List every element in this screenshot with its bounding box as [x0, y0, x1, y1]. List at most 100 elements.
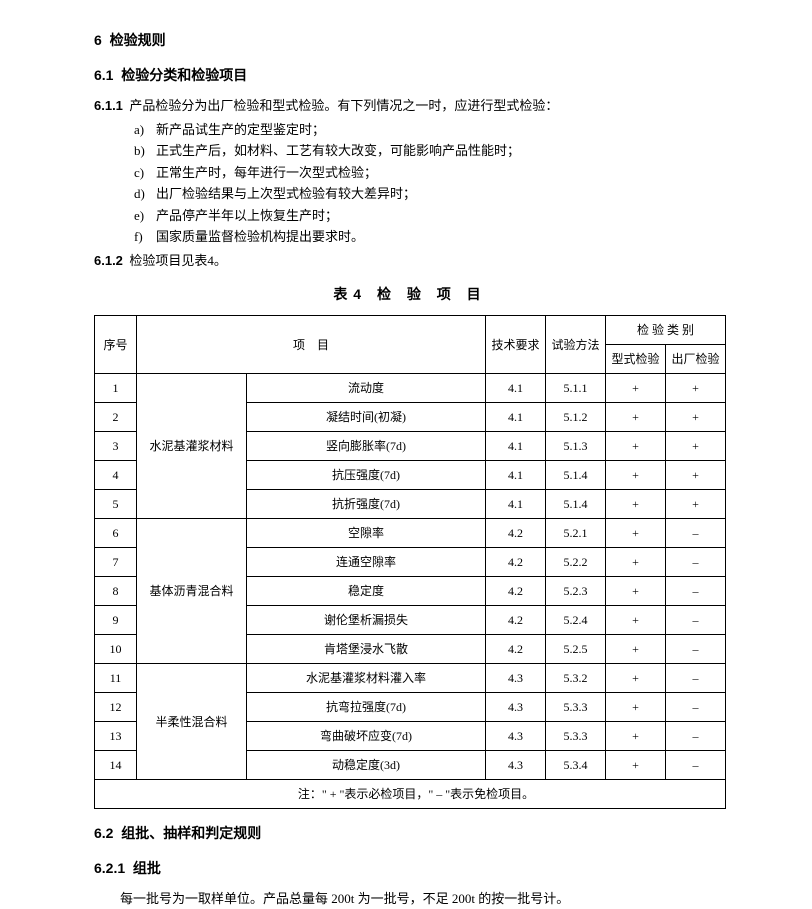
cell-param: 凝结时间(初凝) — [247, 403, 486, 432]
cell-param: 动稳定度(3d) — [247, 751, 486, 780]
section-num: 6.2.1 — [94, 860, 125, 876]
cell-method: 5.3.2 — [545, 664, 605, 693]
cell-param: 抗压强度(7d) — [247, 461, 486, 490]
cell-req: 4.1 — [485, 432, 545, 461]
cell-factory: – — [665, 577, 725, 606]
cell-req: 4.3 — [485, 664, 545, 693]
cell-seq: 5 — [95, 490, 137, 519]
cell-req: 4.2 — [485, 519, 545, 548]
list-text: 新产品试生产的定型鉴定时； — [156, 122, 325, 137]
table-row: 6基体沥青混合料空隙率4.25.2.1+– — [95, 519, 726, 548]
table-head: 序号 项 目 技术要求 试验方法 检 验 类 别 型式检验 出厂检验 — [95, 316, 726, 374]
list-mark: e) — [134, 206, 152, 226]
section-6-2-1-heading: 6.2.1 组批 — [94, 858, 726, 879]
cell-method: 5.2.1 — [545, 519, 605, 548]
col-req: 技术要求 — [485, 316, 545, 374]
list-text: 产品停产半年以上恢复生产时； — [156, 208, 338, 223]
clause-6-1-1: 6.1.1 产品检验分为出厂检验和型式检验。有下列情况之一时，应进行型式检验： — [94, 96, 726, 116]
cell-seq: 10 — [95, 635, 137, 664]
col-factory: 出厂检验 — [665, 345, 725, 374]
cell-method: 5.3.3 — [545, 693, 605, 722]
list-item: a) 新产品试生产的定型鉴定时； — [94, 120, 726, 140]
cell-type: + — [605, 635, 665, 664]
cell-req: 4.1 — [485, 461, 545, 490]
cell-seq: 14 — [95, 751, 137, 780]
cell-req: 4.3 — [485, 751, 545, 780]
cell-method: 5.1.2 — [545, 403, 605, 432]
cell-type: + — [605, 722, 665, 751]
cell-factory: – — [665, 722, 725, 751]
cell-seq: 3 — [95, 432, 137, 461]
cell-type: + — [605, 403, 665, 432]
cell-method: 5.2.2 — [545, 548, 605, 577]
cell-factory: – — [665, 664, 725, 693]
section-title: 检验规则 — [110, 32, 166, 48]
cell-seq: 2 — [95, 403, 137, 432]
cell-req: 4.3 — [485, 722, 545, 751]
cell-seq: 13 — [95, 722, 137, 751]
clause-6-1-2: 6.1.2 检验项目见表4。 — [94, 251, 726, 271]
cell-factory: + — [665, 490, 725, 519]
list-mark: a) — [134, 120, 152, 140]
cell-method: 5.2.4 — [545, 606, 605, 635]
list-mark: d) — [134, 184, 152, 204]
cell-type: + — [605, 461, 665, 490]
cell-req: 4.1 — [485, 490, 545, 519]
cell-param: 肯塔堡浸水飞散 — [247, 635, 486, 664]
cell-type: + — [605, 490, 665, 519]
list-item: d) 出厂检验结果与上次型式检验有较大差异时； — [94, 184, 726, 204]
table-4-caption: 表4 检 验 项 目 — [94, 284, 726, 305]
cell-param: 连通空隙率 — [247, 548, 486, 577]
cell-type: + — [605, 606, 665, 635]
cell-factory: – — [665, 519, 725, 548]
list-text: 国家质量监督检验机构提出要求时。 — [156, 229, 364, 244]
section-6-heading: 6 检验规则 — [94, 30, 726, 51]
list-text: 正常生产时，每年进行一次型式检验； — [156, 165, 377, 180]
cell-type: + — [605, 432, 665, 461]
col-method: 试验方法 — [545, 316, 605, 374]
cell-req: 4.1 — [485, 403, 545, 432]
list-text: 出厂检验结果与上次型式检验有较大差异时； — [156, 186, 416, 201]
cell-req: 4.3 — [485, 693, 545, 722]
cell-param: 竖向膨胀率(7d) — [247, 432, 486, 461]
section-num: 6.2 — [94, 825, 113, 841]
cell-seq: 11 — [95, 664, 137, 693]
section-title: 组批、抽样和判定规则 — [121, 825, 261, 841]
cell-param: 水泥基灌浆材料灌入率 — [247, 664, 486, 693]
cell-seq: 8 — [95, 577, 137, 606]
cell-type: + — [605, 519, 665, 548]
cell-method: 5.1.4 — [545, 461, 605, 490]
col-seq: 序号 — [95, 316, 137, 374]
cell-factory: – — [665, 548, 725, 577]
table-note: 注：" + "表示必检项目，" – "表示免检项目。 — [95, 780, 726, 809]
list-item: c)正常生产时，每年进行一次型式检验； — [94, 163, 726, 183]
section-title: 检验分类和检验项目 — [121, 67, 247, 83]
list-mark: f) — [134, 227, 152, 247]
cell-seq: 7 — [95, 548, 137, 577]
clause-text: 检验项目见表4。 — [129, 253, 227, 268]
col-item: 项 目 — [137, 316, 486, 374]
cell-group: 基体沥青混合料 — [137, 519, 247, 664]
cell-seq: 6 — [95, 519, 137, 548]
cell-type: + — [605, 374, 665, 403]
cell-seq: 9 — [95, 606, 137, 635]
cell-method: 5.2.5 — [545, 635, 605, 664]
cell-type: + — [605, 664, 665, 693]
table-row: 11半柔性混合料水泥基灌浆材料灌入率4.35.3.2+– — [95, 664, 726, 693]
cell-type: + — [605, 577, 665, 606]
section-num: 6 — [94, 32, 102, 48]
cell-factory: + — [665, 432, 725, 461]
list-mark: b) — [134, 141, 152, 161]
cell-factory: + — [665, 461, 725, 490]
cell-seq: 1 — [95, 374, 137, 403]
cell-group: 水泥基灌浆材料 — [137, 374, 247, 519]
cell-seq: 4 — [95, 461, 137, 490]
clause-text: 产品检验分为出厂检验和型式检验。有下列情况之一时，应进行型式检验： — [129, 98, 558, 113]
paragraph-6-2-1: 每一批号为一取样单位。产品总量每 200t 为一批号，不足 200t 的按一批号… — [94, 889, 726, 909]
cell-param: 流动度 — [247, 374, 486, 403]
section-title: 组批 — [133, 860, 161, 876]
table-row: 1水泥基灌浆材料流动度4.15.1.1++ — [95, 374, 726, 403]
cell-factory: – — [665, 751, 725, 780]
list-item: f) 国家质量监督检验机构提出要求时。 — [94, 227, 726, 247]
enum-list: a)新产品试生产的定型鉴定时；b)正式生产后，如材料、工艺有较大改变，可能影响产… — [94, 120, 726, 247]
